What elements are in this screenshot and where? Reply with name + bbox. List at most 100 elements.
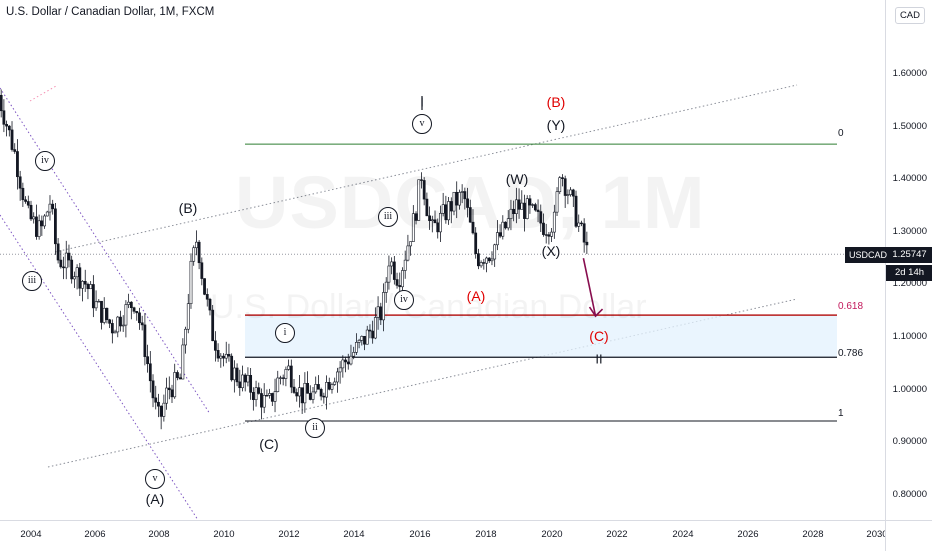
- candle: [211, 304, 215, 342]
- currency-badge[interactable]: CAD: [894, 7, 925, 24]
- candle-body: [176, 372, 179, 378]
- candle-body: [13, 149, 17, 152]
- candle-body: [32, 216, 36, 220]
- candle: [330, 382, 334, 394]
- price-chart-canvas[interactable]: [0, 0, 885, 520]
- candle: [83, 269, 87, 292]
- candle-body: [97, 300, 101, 303]
- candle-body: [235, 367, 239, 383]
- candle-body: [411, 213, 415, 242]
- candle-body: [528, 198, 532, 206]
- candle: [200, 257, 204, 286]
- candle-body: [477, 253, 480, 267]
- candle: [235, 363, 239, 387]
- candle-body: [83, 280, 87, 285]
- candle-body: [506, 218, 510, 229]
- candle-body: [116, 316, 120, 333]
- candle-body: [279, 377, 282, 379]
- candle-body: [577, 222, 581, 227]
- candle: [124, 300, 128, 338]
- fib-zone-0618-0786: [245, 315, 837, 358]
- candle-body: [354, 342, 358, 353]
- candle-body: [485, 257, 488, 264]
- candle: [257, 382, 261, 395]
- candle-body: [487, 257, 491, 262]
- candle-body: [495, 232, 499, 246]
- candle-body: [298, 387, 301, 397]
- candle-body: [520, 202, 524, 210]
- candle-body: [420, 179, 423, 181]
- projection-arrow-line: [582, 258, 597, 317]
- candle: [341, 355, 345, 378]
- candle-body: [59, 259, 63, 268]
- candle-body: [222, 355, 225, 359]
- candle: [368, 324, 372, 339]
- candle-body: [425, 198, 429, 217]
- candle: [268, 388, 272, 399]
- time-axis[interactable]: 2004 2006 2008 2010 2012 2014 2016 2018 …: [0, 520, 888, 551]
- candle-body: [471, 221, 475, 234]
- candle-body: [300, 387, 304, 404]
- candle: [165, 377, 168, 410]
- candle-body: [569, 189, 572, 195]
- candle: [495, 220, 499, 251]
- candle: [18, 170, 22, 201]
- candle: [474, 227, 478, 259]
- wave-label-X: (X): [541, 243, 561, 259]
- candle-body: [314, 384, 318, 393]
- candle-body: [67, 252, 71, 261]
- candle: [170, 384, 174, 404]
- candle: [354, 333, 358, 355]
- candle-body: [357, 339, 361, 343]
- candle-body: [260, 393, 263, 408]
- candle-body: [127, 301, 131, 305]
- candle: [514, 187, 518, 224]
- candle: [127, 293, 131, 309]
- candle: [94, 290, 98, 311]
- wave-circle-iii-mid: iii: [378, 207, 398, 227]
- candle: [56, 238, 60, 264]
- wave-label-W: (W): [505, 171, 529, 187]
- candle-body: [129, 301, 133, 309]
- candle-body: [289, 365, 293, 388]
- candle: [466, 187, 469, 218]
- candle-body: [135, 311, 139, 314]
- price-tick: 1.40000: [892, 173, 927, 184]
- candle-body: [455, 191, 459, 206]
- candle: [32, 212, 36, 224]
- candle-body: [542, 222, 545, 235]
- candle: [35, 204, 38, 240]
- candle: [287, 359, 290, 371]
- candle-body: [531, 204, 535, 206]
- candle: [441, 192, 445, 217]
- candle-body: [230, 355, 234, 381]
- candle: [113, 329, 117, 334]
- fib-level-0-label: 0: [838, 128, 844, 139]
- candle-body: [558, 177, 562, 193]
- candle: [319, 387, 323, 401]
- candle: [338, 361, 342, 384]
- price-axis[interactable]: CAD 1.60000 1.50000 1.40000 1.30000 1.20…: [885, 0, 932, 520]
- candle-body: [574, 195, 578, 227]
- candle: [81, 280, 84, 302]
- candle-body: [365, 329, 369, 345]
- candle: [376, 296, 380, 330]
- fib-level-1-label: 1: [838, 408, 844, 419]
- candle: [222, 353, 225, 367]
- candle: [121, 315, 125, 332]
- candle: [265, 389, 269, 397]
- wave-circle-v-bottom: v: [145, 469, 165, 489]
- candle-body: [197, 241, 201, 264]
- candle-body: [51, 203, 55, 210]
- trendlines: [0, 84, 798, 520]
- candle-body: [436, 222, 440, 233]
- candle: [512, 200, 516, 222]
- candle: [154, 385, 158, 410]
- candle-body: [167, 387, 171, 391]
- candle-body: [89, 284, 93, 290]
- time-tick: 2006: [84, 529, 106, 540]
- candle: [238, 369, 242, 396]
- candle: [129, 301, 133, 320]
- candle: [580, 220, 583, 227]
- candle: [43, 214, 46, 229]
